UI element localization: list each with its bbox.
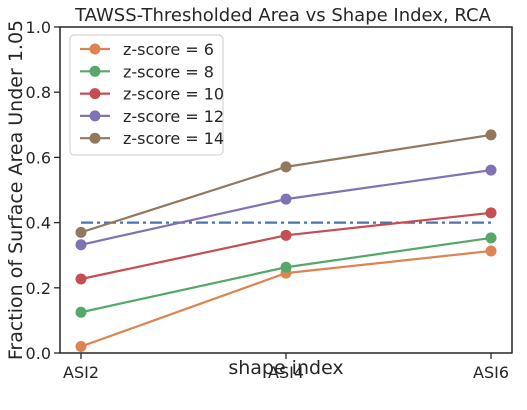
data-point <box>485 207 497 219</box>
legend-box <box>69 34 224 156</box>
data-point <box>75 226 87 238</box>
data-point <box>280 161 292 173</box>
legend: z-score = 6 z-score = 8 z-score = 10 z-scor… <box>69 34 224 156</box>
legend-swatch-marker <box>89 132 101 144</box>
legend-label: z-score = 6 <box>123 40 214 59</box>
y-axis: 0.0 0.2 0.4 0.6 0.8 1.0 <box>26 18 60 363</box>
legend-item: z-score = 14 <box>80 129 224 148</box>
series-3 <box>75 207 497 285</box>
data-point <box>280 229 292 241</box>
y-tick-label: 0.6 <box>26 148 51 167</box>
data-point <box>485 232 497 244</box>
data-point <box>280 261 292 273</box>
legend-swatch-marker <box>89 88 101 100</box>
data-point <box>75 273 87 285</box>
legend-item: z-score = 12 <box>80 107 224 126</box>
legend-swatch-marker <box>89 43 101 55</box>
data-point <box>75 306 87 318</box>
series-2 <box>75 232 497 318</box>
data-point <box>75 340 87 352</box>
x-tick-label: ASI2 <box>63 363 99 382</box>
legend-label: z-score = 14 <box>123 129 224 148</box>
series-1 <box>75 245 497 352</box>
legend-label: z-score = 8 <box>123 62 214 81</box>
x-axis: ASI2 ASI4 ASI6 <box>63 353 509 382</box>
series-4 <box>75 164 497 251</box>
legend-item: z-score = 6 <box>80 40 214 59</box>
y-tick-label: 0.2 <box>26 279 51 298</box>
data-point <box>280 193 292 205</box>
y-tick-label: 0.4 <box>26 214 51 233</box>
legend-item: z-score = 8 <box>80 62 214 81</box>
legend-item: z-score = 10 <box>80 85 224 104</box>
x-tick-label: ASI6 <box>473 363 509 382</box>
series-5 <box>75 129 497 238</box>
legend-swatch-marker <box>89 65 101 77</box>
legend-label: z-score = 10 <box>123 85 224 104</box>
x-tick-label: ASI4 <box>268 363 304 382</box>
y-tick-label: 1.0 <box>26 18 51 37</box>
chart-title: TAWSS-Thresholded Area vs Shape Index, R… <box>74 5 492 26</box>
data-point <box>75 239 87 251</box>
series-group <box>75 129 497 352</box>
data-point <box>485 164 497 176</box>
legend-label: z-score = 12 <box>123 107 224 126</box>
data-point <box>485 129 497 141</box>
data-point <box>485 245 497 257</box>
y-tick-label: 0.8 <box>26 83 51 102</box>
y-axis-label: Fraction of Surface Area Under 1.05 <box>5 20 27 360</box>
x-axis-label: shape index <box>228 357 343 379</box>
legend-swatch-marker <box>89 110 101 122</box>
y-tick-label: 0.0 <box>26 344 51 363</box>
